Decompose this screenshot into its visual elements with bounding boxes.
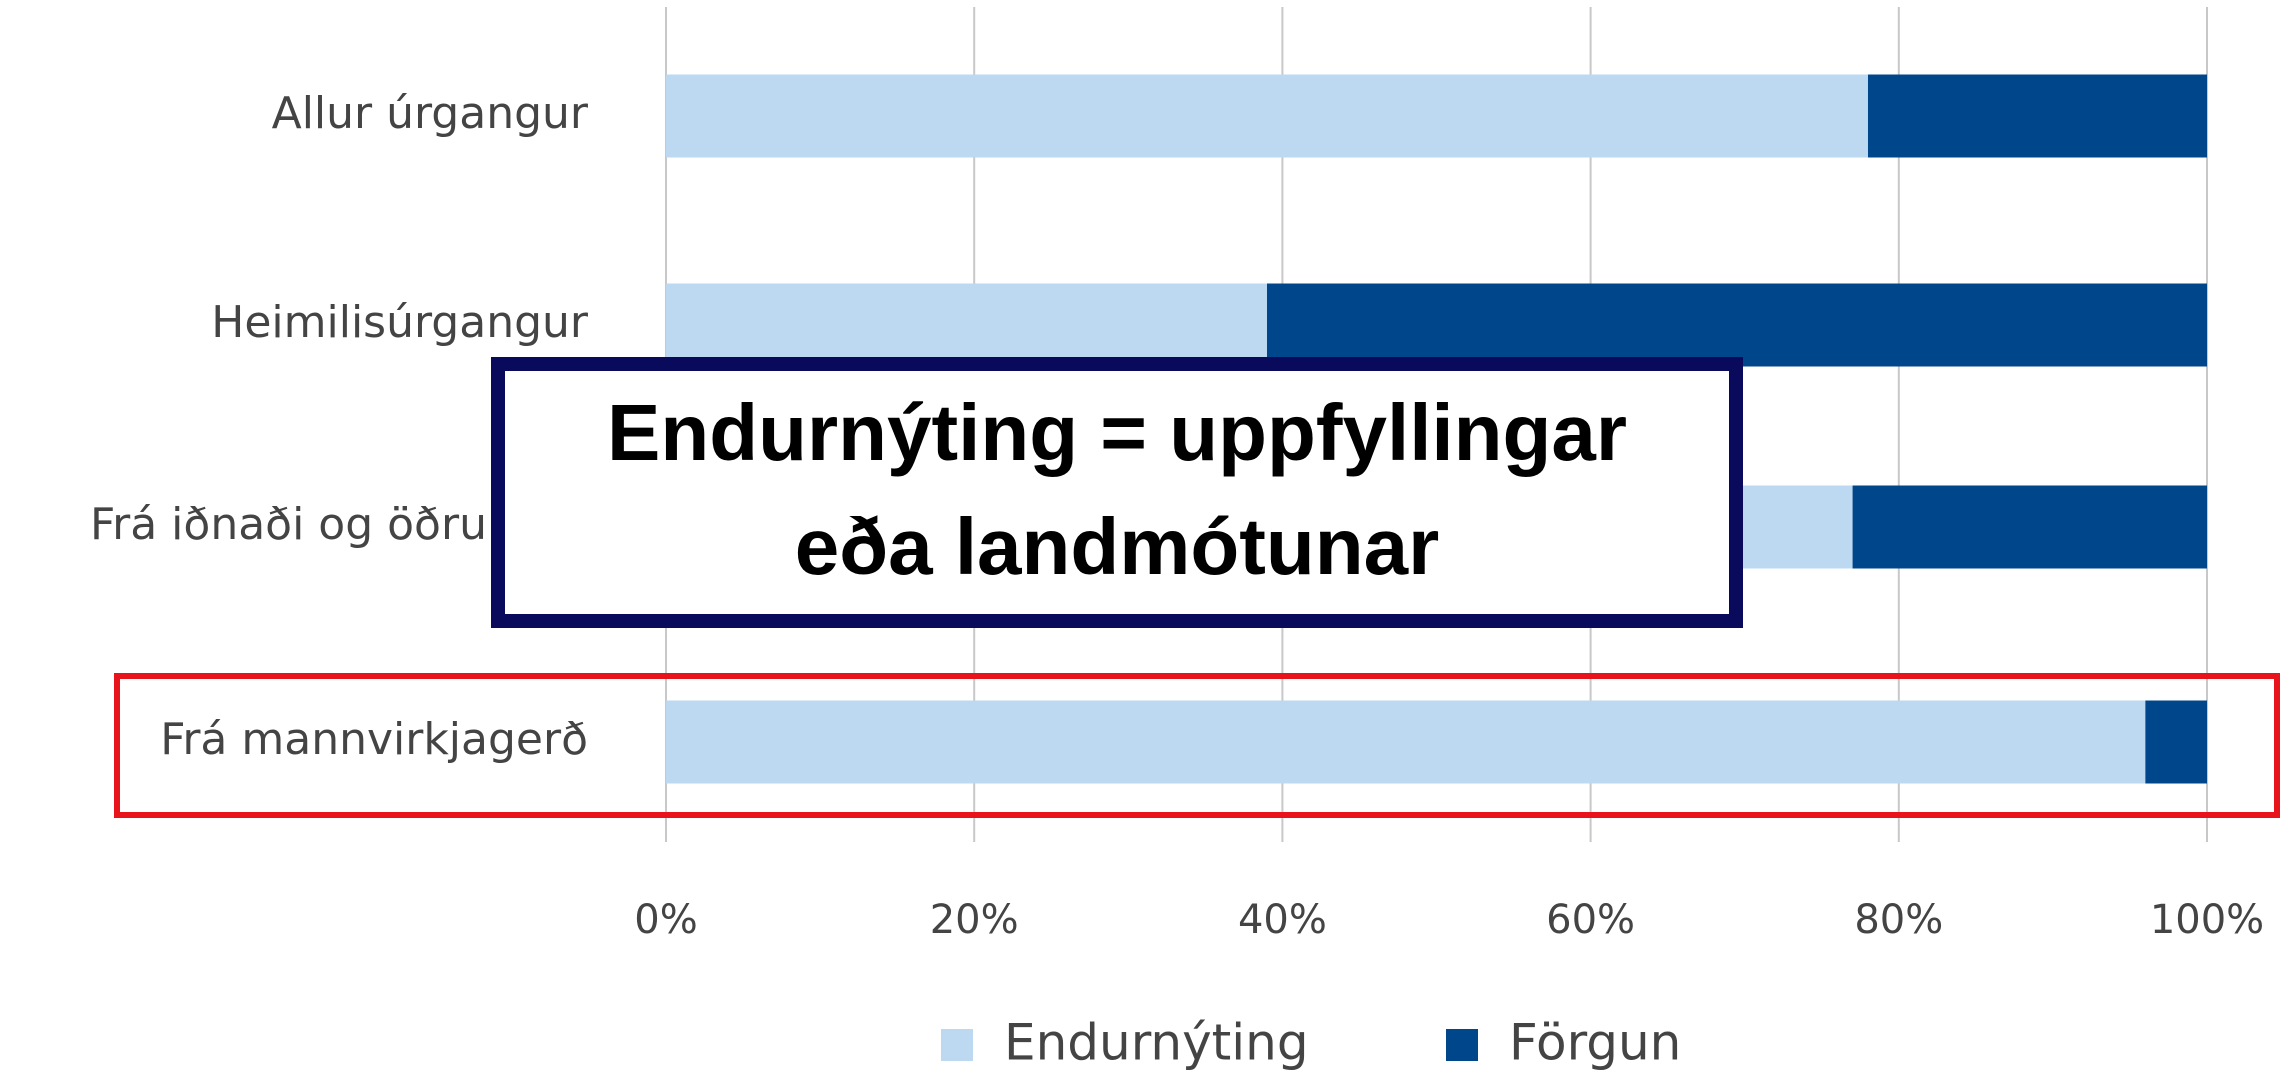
x-tick-label: 60% [1546,897,1635,943]
bar-segment [666,74,1868,158]
x-tick-label: 0% [634,897,697,943]
bar-segment [666,283,1267,367]
annotation-line: Endurnýting = uppfyllingar [607,388,1627,477]
legend-label: Endurnýting [1004,1014,1309,1072]
bar-segment [1867,74,2207,158]
legend-swatch [1446,1029,1478,1061]
bar-segment [666,700,2146,784]
y-tick-label: Allur úrgangur [272,88,589,139]
bars [666,74,2207,784]
highlight-box [114,673,2280,818]
x-tick-label: 20% [930,897,1019,943]
y-tick-label: Frá mannvirkjagerð [160,714,588,765]
x-tick-label: 80% [1854,897,1943,943]
bar-segment [1266,283,2207,367]
annotation-box [491,357,1743,628]
x-tick-label: 100% [2150,897,2264,943]
annotation-line: eða landmótunar [795,502,1440,591]
legend-label: Förgun [1509,1014,1681,1072]
bar-segment [2145,700,2207,784]
y-tick-label: Heimilisúrgangur [211,297,589,348]
bar-segment [1852,485,2207,569]
x-tick-label: 40% [1238,897,1327,943]
legend-swatch [941,1029,973,1061]
